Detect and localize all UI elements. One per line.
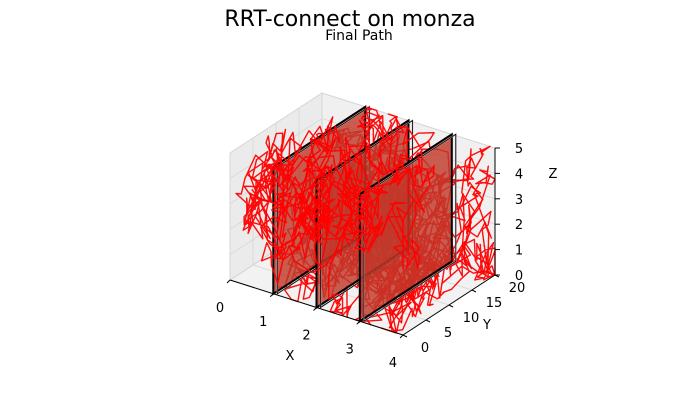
- y-tick-label: 0: [421, 341, 429, 356]
- path-segment-front: [328, 113, 435, 314]
- z-tick-label: 5: [515, 142, 523, 157]
- path-segment-front: [235, 125, 341, 259]
- x-tick-mark: [356, 320, 361, 325]
- x-tick-mark: [226, 279, 231, 284]
- x-tick-label: 0: [216, 301, 224, 316]
- axes-lines: [226, 147, 500, 339]
- chart-title: RRT-connect on monza: [224, 7, 475, 32]
- z-tick-label: 0: [515, 269, 523, 284]
- chart-subtitle: Final Path: [325, 28, 392, 44]
- z-axis-label: Z: [549, 167, 558, 182]
- y-tick-label: 20: [509, 281, 526, 296]
- y-tick-label: 15: [486, 296, 503, 311]
- x-tick-label: 4: [389, 356, 397, 371]
- y-axis-label: Y: [482, 318, 491, 333]
- z-tick-label: 1: [515, 244, 523, 259]
- z-tick-label: 3: [515, 193, 523, 208]
- path-front-layer: [235, 106, 435, 314]
- y-tick-label: 5: [444, 326, 452, 341]
- grid-line-z: [229, 92, 496, 154]
- x-axis-label: X: [286, 349, 295, 364]
- x-tick-label: 1: [259, 315, 267, 330]
- x-tick-label: 2: [302, 329, 310, 344]
- x-tick-mark: [399, 334, 404, 339]
- path-segment-front: [243, 106, 391, 284]
- x-tick-label: 3: [346, 342, 354, 357]
- y-tick-label: 10: [463, 311, 480, 326]
- y-tick-mark: [471, 289, 477, 293]
- y-tick-mark: [402, 334, 408, 338]
- wall-outline-3: [363, 133, 457, 323]
- y-tick-mark: [425, 319, 431, 323]
- z-tick-label: 4: [515, 167, 523, 182]
- x-tick-mark: [269, 293, 274, 298]
- x-tick-mark: [313, 307, 317, 311]
- y-tick-mark: [448, 304, 454, 308]
- z-tick-label: 2: [515, 218, 523, 233]
